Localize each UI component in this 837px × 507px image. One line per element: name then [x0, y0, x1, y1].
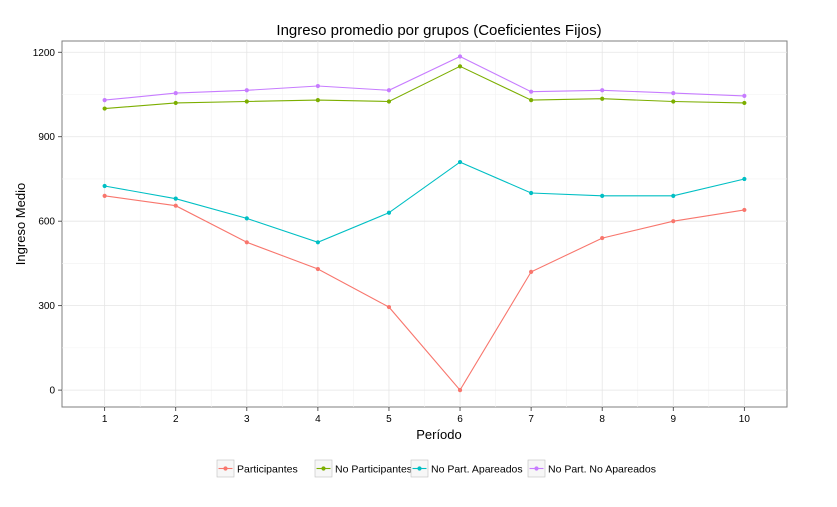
data-point — [529, 269, 534, 274]
data-point — [315, 240, 320, 245]
data-point — [102, 106, 107, 111]
data-point — [600, 193, 605, 198]
data-point — [244, 240, 249, 245]
data-point — [742, 176, 747, 182]
x-tick-label: 10 — [739, 414, 751, 425]
data-point — [315, 83, 320, 89]
data-point — [457, 54, 463, 59]
legend-label: Participantes — [237, 464, 298, 476]
data-point — [529, 190, 534, 196]
x-tick-label: 3 — [244, 414, 250, 425]
x-tick-label: 4 — [315, 414, 321, 425]
x-tick-label: 1 — [102, 414, 108, 425]
data-point — [600, 88, 605, 93]
data-point — [742, 100, 747, 106]
series-line-4 — [104, 55, 745, 101]
legend: Participantes No Participantes No Part. Ap… — [216, 459, 656, 478]
series-line-3 — [104, 161, 745, 243]
data-point — [671, 219, 676, 224]
data-point — [173, 90, 178, 96]
legend-key-point — [417, 466, 422, 471]
data-point — [742, 93, 747, 98]
legend-key-point — [223, 466, 228, 471]
x-tick-label: 7 — [528, 414, 534, 425]
x-tick-label: 6 — [457, 414, 463, 425]
data-point — [102, 193, 107, 198]
data-point — [457, 388, 463, 393]
y-axis-title: Ingreso Medio — [13, 183, 28, 265]
data-point — [742, 207, 747, 213]
data-point — [457, 64, 463, 69]
x-axis: 1 2 3 4 5 6 7 8 9 10 — [102, 407, 750, 425]
data-point — [244, 99, 249, 104]
y-tick-label: 300 — [38, 301, 55, 312]
chart-title: Ingreso promedio por grupos (Coeficiente… — [276, 22, 601, 39]
legend-label: No Participantes — [335, 464, 412, 476]
data-point — [386, 304, 392, 310]
series-line-1 — [104, 195, 745, 392]
series-lines — [104, 55, 745, 392]
data-point — [173, 203, 178, 208]
data-point — [600, 96, 605, 101]
data-point — [244, 216, 249, 221]
data-point — [600, 235, 605, 241]
data-point — [529, 98, 534, 103]
data-point — [386, 99, 392, 104]
data-point — [173, 100, 178, 106]
data-point — [173, 196, 178, 201]
data-point — [102, 98, 107, 103]
series-line-2 — [104, 65, 745, 110]
data-point — [386, 88, 392, 93]
legend-key-point — [534, 466, 539, 471]
y-axis: 0 300 600 900 1200 — [33, 48, 62, 397]
y-tick-label: 600 — [38, 217, 55, 228]
data-point — [529, 89, 534, 94]
data-point — [102, 183, 107, 189]
minor-gridlines — [62, 41, 787, 407]
data-point — [315, 266, 320, 272]
data-point — [671, 193, 676, 198]
y-tick-label: 900 — [38, 132, 55, 143]
legend-key-point — [321, 466, 326, 471]
data-point — [671, 99, 676, 104]
data-point — [457, 159, 463, 165]
legend-label: No Part. Apareados — [431, 464, 523, 476]
y-tick-label: 1200 — [33, 48, 56, 59]
x-tick-label: 8 — [599, 414, 605, 425]
data-point — [386, 210, 392, 215]
x-tick-label: 2 — [173, 414, 179, 425]
x-tick-label: 9 — [670, 414, 676, 425]
data-point — [315, 98, 320, 103]
data-point — [671, 90, 676, 96]
x-tick-label: 5 — [386, 414, 392, 425]
legend-label: No Part. No Apareados — [548, 464, 656, 476]
data-point — [244, 88, 249, 93]
y-tick-label: 0 — [49, 386, 55, 397]
series-points — [102, 54, 747, 393]
x-axis-title: Período — [416, 427, 462, 442]
